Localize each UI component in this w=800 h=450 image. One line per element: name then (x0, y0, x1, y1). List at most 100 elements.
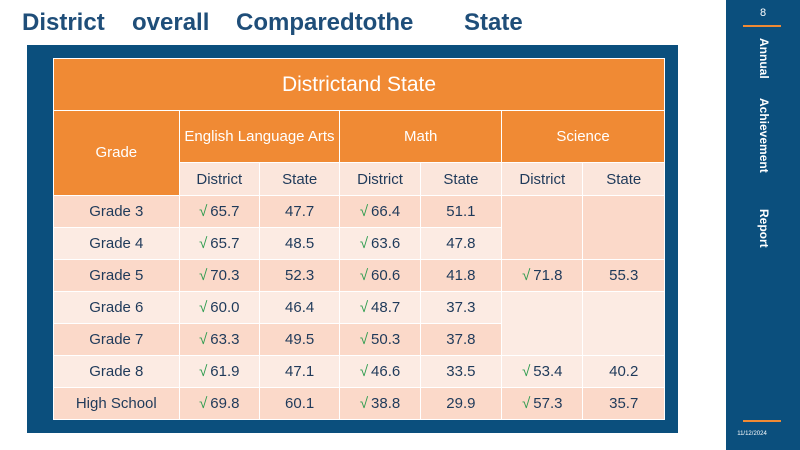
value: 57.3 (533, 395, 563, 412)
table-row: Grade 3 √ 65.7 47.7 √ 66.4 51.1 (53, 195, 665, 260)
math-state-cell: 41.8 (419, 259, 503, 292)
science-state-cell (582, 291, 665, 356)
check-mark-icon: √ (199, 203, 208, 220)
ela-district-cell: √ 60.0 (178, 291, 260, 324)
title-word: State (464, 9, 523, 36)
ela-district-cell: √ 61.9 (178, 355, 260, 388)
science-state-cell (582, 195, 665, 260)
check-mark-icon: √ (522, 267, 531, 284)
value: 71.8 (533, 267, 563, 284)
ela-district-cell: √ 65.7 (178, 227, 260, 260)
check-mark-icon: √ (199, 235, 208, 252)
sidebar-word: Report (757, 209, 771, 248)
value: 53.4 (533, 363, 563, 380)
grade-cell: Grade 8 (53, 355, 180, 388)
value: 50.3 (371, 331, 401, 348)
page-number: 8 (759, 7, 767, 19)
check-mark-icon: √ (199, 267, 208, 284)
math-state-cell: 33.5 (419, 355, 503, 388)
value: 70.3 (210, 267, 240, 284)
column-header: State (419, 162, 503, 196)
subject-header-math: Math (339, 110, 503, 163)
value: 65.7 (210, 203, 240, 220)
value: 63.6 (371, 235, 401, 252)
check-mark-icon: √ (359, 203, 369, 220)
table-row: Grade 4 √ 65.7 48.5 √ 63.6 47.8 (53, 227, 665, 260)
math-district-cell: √ 66.4 (339, 195, 421, 228)
value: 65.7 (210, 235, 240, 252)
divider (743, 25, 781, 27)
grade-cell: Grade 4 (53, 227, 180, 260)
value: 61.9 (210, 363, 240, 380)
grade-cell: Grade 5 (53, 259, 180, 292)
ela-state-cell: 49.5 (258, 323, 341, 356)
value: 38.8 (371, 395, 401, 412)
ela-state-cell: 52.3 (258, 259, 341, 292)
check-mark-icon: √ (199, 299, 208, 316)
sidebar-word: Achievement (757, 98, 771, 173)
math-district-cell: √ 60.6 (339, 259, 421, 292)
ela-state-cell: 46.4 (258, 291, 341, 324)
table-panel: Districtand State Grade English Language… (27, 45, 678, 433)
math-district-cell: √ 48.7 (339, 291, 421, 324)
check-mark-icon: √ (359, 363, 369, 380)
math-state-cell: 51.1 (419, 195, 503, 228)
title-word: District (22, 9, 105, 36)
math-state-cell: 37.3 (419, 291, 503, 324)
math-district-cell: √ 50.3 (339, 323, 421, 356)
slide-title: District overall Comparedtothe State (22, 6, 722, 40)
grade-cell: Grade 7 (53, 323, 180, 356)
column-header: District (501, 162, 584, 196)
math-district-cell: √ 46.6 (339, 355, 421, 388)
check-mark-icon: √ (199, 395, 208, 412)
science-district-cell (501, 291, 584, 356)
table-title: Districtand State (53, 58, 665, 111)
ela-state-cell: 60.1 (258, 387, 341, 420)
column-header: State (258, 162, 341, 196)
math-state-cell: 47.8 (419, 227, 503, 260)
subject-header-ela: English Language Arts (178, 110, 341, 163)
science-district-cell: √ 57.3 (501, 387, 584, 420)
value: 66.4 (371, 203, 401, 220)
ela-state-cell: 48.5 (258, 227, 341, 260)
science-district-cell (501, 195, 584, 260)
divider (743, 420, 781, 422)
grade-cell: Grade 6 (53, 291, 180, 324)
ela-state-cell: 47.1 (258, 355, 341, 388)
grade-cell: Grade 3 (53, 195, 180, 228)
check-mark-icon: √ (359, 331, 369, 348)
title-word: Comparedtothe (236, 9, 414, 36)
science-state-cell: 55.3 (582, 259, 665, 292)
check-mark-icon: √ (522, 395, 531, 412)
ela-state-cell: 47.7 (258, 195, 341, 228)
science-district-cell: √ 71.8 (501, 259, 584, 292)
column-header: District (178, 162, 260, 196)
value: 69.8 (210, 395, 240, 412)
grade-cell: High School (53, 387, 180, 420)
ela-district-cell: √ 63.3 (178, 323, 260, 356)
science-state-cell: 35.7 (582, 387, 665, 420)
column-header: State (582, 162, 665, 196)
check-mark-icon: √ (359, 267, 369, 284)
title-word: overall (132, 9, 210, 36)
ela-district-cell: √ 70.3 (178, 259, 260, 292)
math-district-cell: √ 63.6 (339, 227, 421, 260)
math-state-cell: 29.9 (419, 387, 503, 420)
table-row: Grade 6 √ 60.0 46.4 √ 48.7 37.3 (53, 291, 665, 356)
check-mark-icon: √ (359, 395, 369, 412)
value: 63.3 (210, 331, 240, 348)
ela-district-cell: √ 69.8 (178, 387, 260, 420)
check-mark-icon: √ (359, 235, 369, 252)
column-header: District (339, 162, 421, 196)
science-district-cell: √ 53.4 (501, 355, 584, 388)
table-row: Grade 8 √ 61.9 47.1 √ 46.6 33.5 √ 53.4 40.2 (53, 355, 665, 388)
table-row: Grade 7 √ 63.3 49.5 √ 50.3 37.8 (53, 323, 665, 356)
sidebar-word: Annual (757, 38, 771, 79)
science-state-cell: 40.2 (582, 355, 665, 388)
value: 60.0 (210, 299, 240, 316)
check-mark-icon: √ (522, 363, 531, 380)
check-mark-icon: √ (359, 299, 369, 316)
math-state-cell: 37.8 (419, 323, 503, 356)
math-district-cell: √ 38.8 (339, 387, 421, 420)
check-mark-icon: √ (199, 363, 208, 380)
